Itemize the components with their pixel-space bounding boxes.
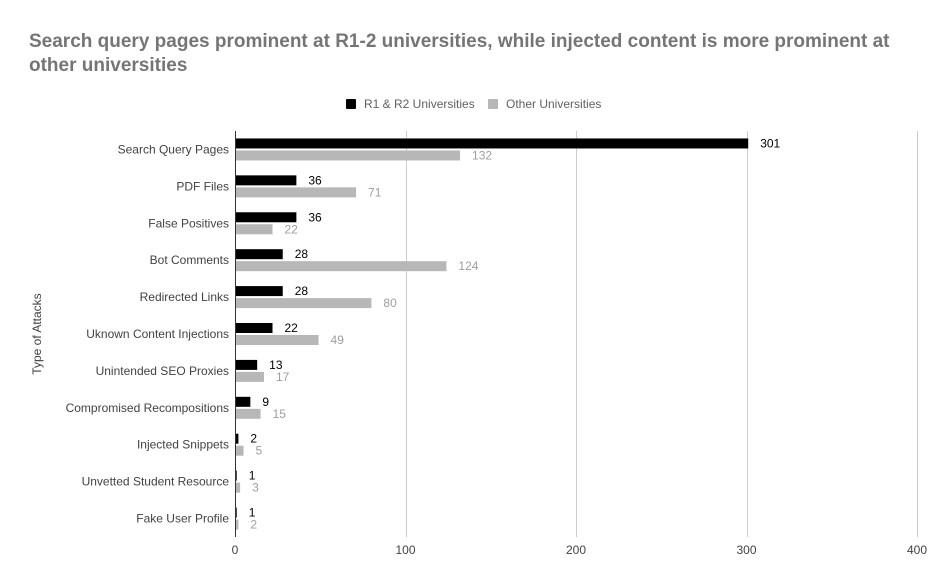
category-label-pdf-files: PDF Files [176,179,229,193]
value-label-series-1-search-query-pages: 301 [760,136,780,150]
category-label-search-query-pages: Search Query Pages [118,142,229,156]
value-label-series-1-redirected-links: 28 [295,284,309,298]
bar-series-1-uknown-content-injections [235,323,273,333]
category-label-uknown-content-injections: Uknown Content Injections [86,327,229,341]
value-label-series-1-unintended-seo-proxies: 13 [269,358,283,372]
value-label-series-2-redirected-links: 80 [383,296,397,310]
bar-series-2-uknown-content-injections [235,335,319,345]
value-label-series-2-fake-user-profile: 2 [250,518,257,532]
bar-series-2-fake-user-profile [235,519,239,530]
bar-series-2-compromised-recompositions [235,408,261,419]
legend-swatch-series-1 [346,99,356,109]
value-label-series-1-fake-user-profile: 1 [249,506,256,520]
x-tick-label-100: 100 [395,543,415,557]
bar-series-2-redirected-links [235,298,372,309]
bar-series-1-injected-snippets [235,433,239,444]
category-label-bot-comments: Bot Comments [150,253,229,267]
bar-series-1-bot-comments [235,249,283,260]
bar-series-2-pdf-files [235,187,357,198]
value-label-series-1-compromised-recompositions: 9 [262,395,269,409]
y-axis-title: Type of Attacks [30,293,44,374]
value-label-series-1-injected-snippets: 2 [250,432,257,446]
x-tick-label-400: 400 [907,543,927,557]
bar-series-2-bot-comments [235,261,447,272]
value-label-series-2-false-positives: 22 [285,222,299,236]
bar-series-1-false-positives [235,212,297,223]
legend-item-series-2[interactable]: Other Universities [488,97,601,111]
value-label-series-2-compromised-recompositions: 15 [273,407,287,421]
value-label-series-2-search-query-pages: 132 [472,148,492,162]
bar-series-1-redirected-links [235,286,283,297]
value-label-series-2-injected-snippets: 5 [256,444,263,458]
category-label-redirected-links: Redirected Links [140,290,229,304]
legend-swatch-series-2 [488,99,498,109]
value-label-series-2-pdf-files: 71 [368,185,382,199]
category-label-false-positives: False Positives [148,216,229,230]
bar-series-1-compromised-recompositions [235,396,251,407]
value-label-series-2-uknown-content-injections: 49 [331,333,345,347]
bar-series-1-pdf-files [235,175,297,186]
bar-series-1-unintended-seo-proxies [235,359,258,370]
value-label-series-1-uknown-content-injections: 22 [285,321,299,335]
bar-series-2-unvetted-student-resource [235,482,241,493]
chart-legend: R1 & R2 Universities Other Universities [0,97,948,113]
x-tick-label-200: 200 [566,543,586,557]
legend-label-series-1: R1 & R2 Universities [364,97,475,111]
value-label-series-1-pdf-files: 36 [308,173,322,187]
value-label-series-2-bot-comments: 124 [458,259,478,273]
x-tick-label-300: 300 [736,543,756,557]
bar-series-2-unintended-seo-proxies [235,371,264,382]
value-label-series-2-unvetted-student-resource: 3 [252,481,259,495]
category-label-unintended-seo-proxies: Unintended SEO Proxies [96,364,229,378]
legend-label-series-2: Other Universities [506,97,602,111]
value-label-series-1-false-positives: 36 [308,210,322,224]
bar-series-2-search-query-pages [235,150,461,161]
value-label-series-1-unvetted-student-resource: 1 [249,469,256,483]
value-label-series-2-unintended-seo-proxies: 17 [276,370,290,384]
bar-series-2-injected-snippets [235,445,244,456]
bar-series-1-search-query-pages [235,138,749,149]
category-label-unvetted-student-resource: Unvetted Student Resource [82,475,230,489]
chart-title: Search query pages prominent at R1-2 uni… [29,31,890,76]
category-label-injected-snippets: Injected Snippets [137,438,229,452]
category-label-compromised-recompositions: Compromised Recompositions [66,401,229,415]
legend-item-series-1[interactable]: R1 & R2 Universities [346,97,475,111]
value-label-series-1-bot-comments: 28 [295,247,309,261]
category-label-fake-user-profile: Fake User Profile [136,512,229,526]
x-tick-label-0: 0 [232,543,239,557]
bar-series-2-false-positives [235,224,273,235]
